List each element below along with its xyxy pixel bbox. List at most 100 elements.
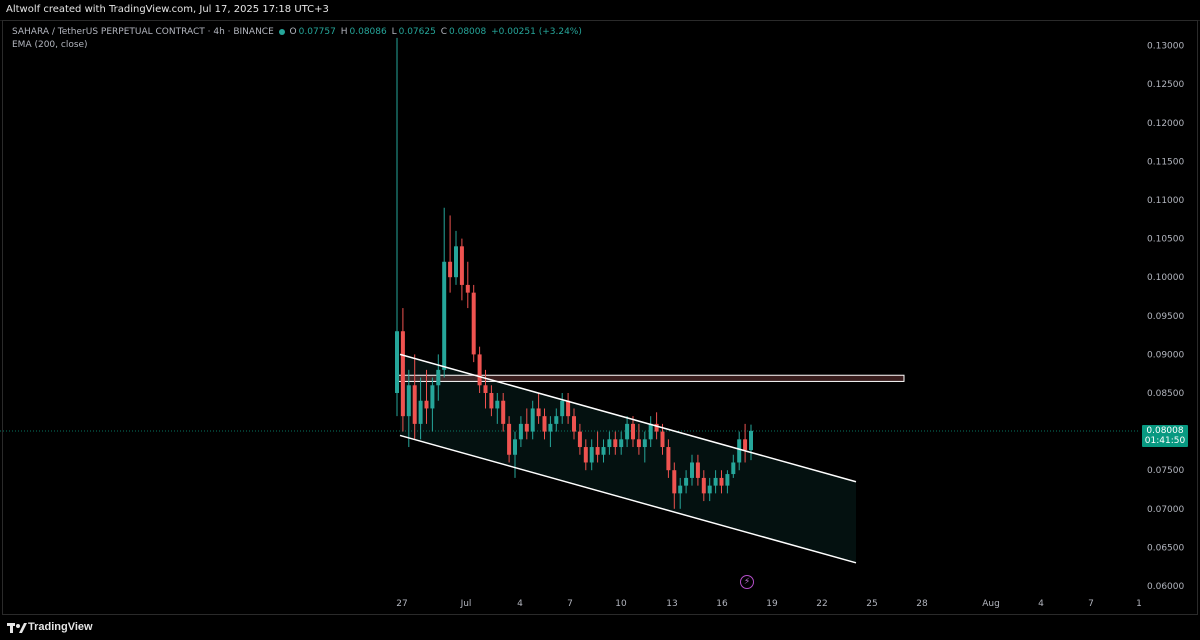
candle-body <box>501 400 506 424</box>
high-label: H <box>340 27 348 37</box>
candle-body <box>495 400 500 409</box>
y-tick-label: 0.06000 <box>1147 582 1184 592</box>
candle-body <box>642 439 647 448</box>
x-tick-label: 27 <box>396 599 407 609</box>
candle-body <box>548 423 553 432</box>
x-tick-label: 7 <box>1088 599 1094 609</box>
candle-body <box>518 423 523 440</box>
candle-body <box>436 369 441 386</box>
candle-body <box>566 400 571 417</box>
credit-text: Altwolf created with TradingView.com, Ju… <box>6 4 329 15</box>
candle-body <box>648 423 653 440</box>
close-label: C <box>440 27 447 37</box>
y-tick-label: 0.08500 <box>1147 389 1184 399</box>
candle-body <box>412 385 417 424</box>
candle-body <box>636 439 641 448</box>
candle-body <box>560 400 565 417</box>
y-tick-label: 0.13000 <box>1147 42 1184 52</box>
lightning-icon[interactable]: ⚡ <box>740 575 754 589</box>
x-tick-label: Jul <box>460 599 472 609</box>
candle-body <box>607 439 612 448</box>
candle-body <box>589 447 594 463</box>
candle-body <box>395 331 399 393</box>
channel-upper-line <box>399 353 857 483</box>
candle-body <box>695 462 700 478</box>
y-tick-label: 0.12000 <box>1147 119 1184 129</box>
y-tick-label: 0.09500 <box>1147 312 1184 322</box>
candle-body <box>725 474 730 486</box>
candle-body <box>477 354 482 386</box>
last-price-tag: 0.08008 01:41:50 <box>1142 425 1188 447</box>
ema-legend[interactable]: EMA (200, close) <box>12 40 88 50</box>
candle-body <box>454 246 458 278</box>
symbol-label: SAHARA / TetherUS PERPETUAL CONTRACT · 4… <box>12 27 274 37</box>
x-tick-label: 1 <box>1136 599 1142 609</box>
candle-body <box>713 477 718 486</box>
candle-body <box>660 431 665 448</box>
y-tick-label: 0.07500 <box>1147 466 1184 476</box>
candle-body <box>707 485 712 494</box>
candle-body <box>595 447 600 455</box>
status-dot-icon <box>278 28 285 35</box>
high-value: 0.08086 <box>349 27 387 37</box>
last-price-value: 0.08008 <box>1146 426 1184 436</box>
bar-countdown: 01:41:50 <box>1144 436 1186 446</box>
low-label: L <box>391 27 397 37</box>
x-tick-label: 7 <box>567 599 573 609</box>
candle-body <box>743 439 748 451</box>
tradingview-logo-icon <box>7 623 27 633</box>
y-tick-label: 0.06500 <box>1147 543 1184 553</box>
candle-body <box>513 439 517 455</box>
y-tick-label: 0.11500 <box>1147 157 1184 167</box>
candle-body <box>424 400 429 409</box>
x-tick-label: 4 <box>1038 599 1044 609</box>
candle-body <box>530 408 535 432</box>
candle-body <box>666 447 671 471</box>
resistance-zone <box>397 374 905 382</box>
candle-body <box>749 430 753 451</box>
chart-legend: SAHARA / TetherUS PERPETUAL CONTRACT · 4… <box>12 26 584 52</box>
candle-body <box>678 485 683 494</box>
candle-body <box>430 385 435 409</box>
candle-body <box>542 416 547 432</box>
candle-body <box>577 431 582 448</box>
candle-body <box>400 331 405 417</box>
candle-body <box>719 477 724 486</box>
candle-body <box>459 246 464 285</box>
candle-body <box>619 439 624 448</box>
footer-brand: TradingView <box>28 621 93 633</box>
candle-body <box>613 439 618 448</box>
footer-bar: TradingView <box>0 616 1200 640</box>
candle-body <box>418 400 423 424</box>
candle-body <box>524 423 529 432</box>
candle-body <box>572 416 576 432</box>
candle-body <box>625 423 630 440</box>
candle-body <box>448 261 453 278</box>
candle-body <box>554 416 559 424</box>
candle-body <box>654 423 659 432</box>
candle-body <box>465 284 470 293</box>
candle-body <box>489 393 494 409</box>
candle-body <box>631 423 635 440</box>
candle-body <box>731 462 736 475</box>
candle-body <box>701 477 706 494</box>
candle-body <box>583 447 588 463</box>
y-tick-label: 0.12500 <box>1147 80 1184 90</box>
y-tick-label: 0.10000 <box>1147 273 1184 283</box>
channel-lower-line <box>399 434 857 564</box>
chart-frame <box>2 20 1198 615</box>
y-tick-label: 0.07000 <box>1147 505 1184 515</box>
candle-body <box>690 462 694 478</box>
x-tick-label: 28 <box>916 599 928 609</box>
candle-body <box>684 477 689 486</box>
y-tick-label: 0.11000 <box>1147 196 1184 206</box>
x-tick-label: 22 <box>816 599 827 609</box>
candle-body <box>406 385 411 417</box>
candle-body <box>737 439 742 463</box>
open-label: O <box>289 27 297 37</box>
change-value: +0.00251 (+3.24%) <box>491 27 582 37</box>
x-tick-label: 10 <box>615 599 627 609</box>
candle-body <box>536 408 541 417</box>
x-tick-label: 4 <box>517 599 523 609</box>
